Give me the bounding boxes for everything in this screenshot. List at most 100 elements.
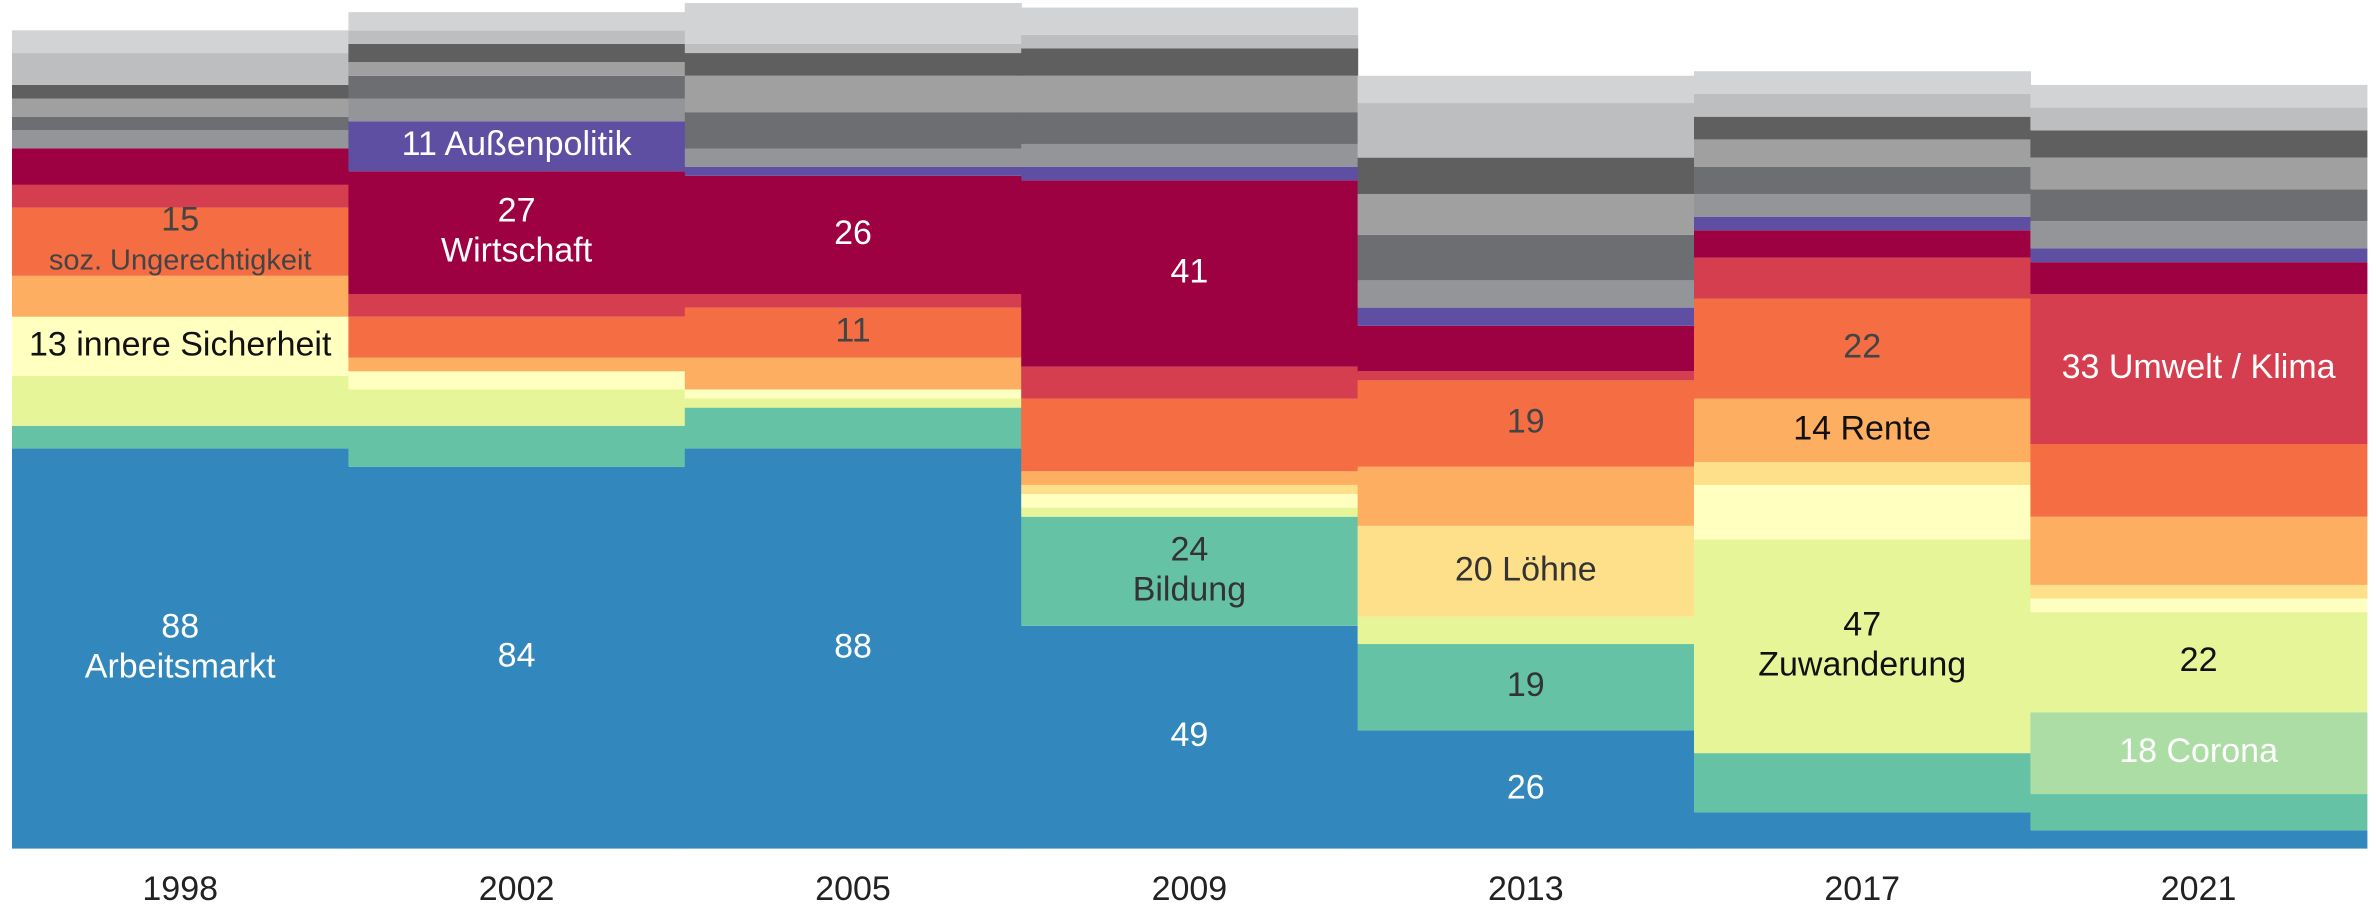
data-label: 18 Corona bbox=[2119, 732, 2278, 770]
bar-segment bbox=[12, 130, 349, 149]
data-label: 26 bbox=[834, 214, 872, 252]
bar-segment bbox=[1694, 812, 2031, 849]
x-tick-label: 2013 bbox=[1488, 870, 1564, 908]
bar-segment bbox=[12, 30, 349, 54]
bar-segment bbox=[2030, 293, 2368, 445]
bar-segment bbox=[1357, 380, 1695, 467]
bar-segment bbox=[684, 112, 1022, 149]
x-tick-label: 2021 bbox=[2161, 870, 2237, 908]
bar-segment bbox=[348, 357, 686, 372]
bar-segment bbox=[2030, 221, 2368, 249]
x-tick-label: 2009 bbox=[1152, 870, 1228, 908]
bar-segment bbox=[2030, 612, 2368, 713]
bar-segment bbox=[12, 316, 349, 376]
data-label: 41 bbox=[1170, 253, 1208, 291]
bar-segment bbox=[1021, 7, 1359, 35]
bar-segment bbox=[2030, 84, 2368, 108]
bar-segment bbox=[684, 357, 1022, 390]
bar-segment bbox=[684, 398, 1022, 408]
bar-segment bbox=[12, 148, 349, 185]
bar-segment bbox=[12, 207, 349, 276]
bar-segment bbox=[1021, 484, 1359, 495]
bar-segment bbox=[348, 30, 686, 44]
bar-segment bbox=[1357, 525, 1695, 617]
bar-segment bbox=[684, 307, 1022, 358]
bar-segment bbox=[348, 466, 686, 849]
bar-segment bbox=[348, 371, 686, 390]
bar-segment bbox=[348, 316, 686, 358]
bar-segment bbox=[348, 43, 686, 63]
bar-segment bbox=[1694, 753, 2031, 813]
bar-segment bbox=[2030, 584, 2368, 599]
data-label: 22 bbox=[2180, 641, 2218, 679]
bar-segment bbox=[1021, 180, 1359, 367]
data-label: 13 innere Sicherheit bbox=[29, 325, 332, 363]
bar-segment bbox=[1021, 494, 1359, 508]
bar-segment bbox=[2030, 248, 2368, 263]
bar-segment bbox=[684, 3, 1022, 44]
bar-segment bbox=[2030, 712, 2368, 795]
data-label: 22 bbox=[1843, 328, 1881, 366]
data-label: 47 Zuwanderung bbox=[1758, 605, 1966, 683]
x-tick-label: 2017 bbox=[1824, 870, 1900, 908]
bar-segment bbox=[684, 166, 1022, 176]
data-label: 19 bbox=[1507, 666, 1545, 704]
data-label: 15 soz. Ungerechtigkeit bbox=[49, 201, 312, 277]
bar-segment bbox=[348, 75, 686, 99]
bar-segment bbox=[2030, 130, 2368, 158]
bar-segment bbox=[1694, 116, 2031, 140]
bar-segment bbox=[1357, 103, 1695, 158]
bar-segment bbox=[1694, 216, 2031, 231]
bar-segment bbox=[684, 175, 1022, 294]
bar-segment bbox=[1357, 234, 1695, 281]
bar-segment bbox=[684, 407, 1022, 449]
bar-segment bbox=[684, 293, 1022, 308]
bar-segment bbox=[1357, 307, 1695, 326]
bar-segment bbox=[1694, 462, 2031, 485]
bar-segment bbox=[1021, 166, 1359, 181]
bar-segment bbox=[684, 389, 1022, 399]
bar-segment bbox=[684, 448, 1022, 849]
x-tick-label: 2002 bbox=[479, 870, 555, 908]
bar-segment bbox=[2030, 444, 2368, 517]
bar-segment bbox=[1694, 193, 2031, 217]
bar-segment bbox=[684, 43, 1022, 54]
bar-segment bbox=[1021, 398, 1359, 472]
bar-segment bbox=[1694, 257, 2031, 299]
bar-segment bbox=[2030, 262, 2368, 294]
data-label: 88 bbox=[834, 628, 872, 666]
bar-segment bbox=[1694, 71, 2031, 94]
bar-segment bbox=[12, 425, 349, 449]
bar-segment bbox=[12, 275, 349, 317]
data-label: 27 Wirtschaft bbox=[441, 192, 593, 270]
bar-segment bbox=[1357, 325, 1695, 372]
bar-segment bbox=[348, 98, 686, 122]
data-label: 14 Rente bbox=[1793, 409, 1931, 447]
bar-segment bbox=[1357, 466, 1695, 526]
bar-segment bbox=[1694, 230, 2031, 258]
data-label: 20 Löhne bbox=[1455, 550, 1597, 588]
bar-segment bbox=[348, 171, 686, 294]
bar-segment bbox=[2030, 516, 2368, 585]
bar-segment bbox=[1357, 157, 1695, 194]
data-label: 84 bbox=[498, 637, 536, 675]
bar-segment bbox=[2030, 107, 2368, 131]
bar-segment bbox=[2030, 794, 2368, 831]
bar-segment bbox=[1021, 366, 1359, 399]
bar-segment bbox=[1694, 93, 2031, 117]
bar-segment bbox=[1357, 371, 1695, 381]
data-label: 49 bbox=[1170, 716, 1208, 754]
bar-segment bbox=[1694, 166, 2031, 194]
bar-segment bbox=[1357, 280, 1695, 308]
bar-segment bbox=[684, 75, 1022, 113]
bar-segment bbox=[12, 375, 349, 426]
bar-segment bbox=[348, 121, 686, 172]
data-label: 26 bbox=[1507, 768, 1545, 806]
bar-segment bbox=[684, 53, 1022, 76]
bar-segment bbox=[348, 389, 686, 426]
bar-segment bbox=[348, 62, 686, 76]
bar-segment bbox=[1021, 75, 1359, 113]
bar-segment bbox=[1694, 139, 2031, 167]
bar-segment bbox=[1357, 616, 1695, 645]
